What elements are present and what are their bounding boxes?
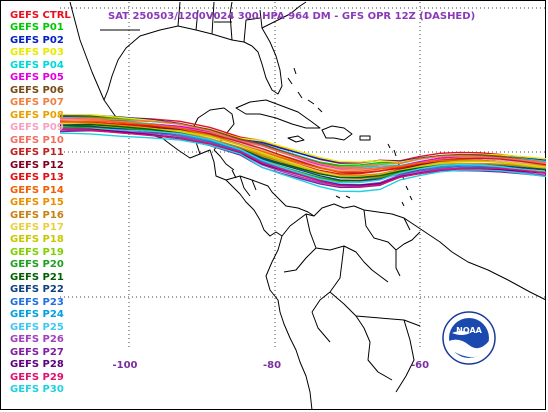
- legend-item: GEFS P20: [10, 259, 64, 271]
- legend-item: GEFS P25: [10, 321, 64, 333]
- sa-borders: [283, 209, 421, 393]
- legend-item: GEFS P06: [10, 84, 64, 96]
- jamaica: [287, 135, 305, 143]
- lon-label-minus60: -60: [410, 360, 430, 371]
- mexico-us-coast: [69, 1, 315, 217]
- central-america: [213, 149, 283, 237]
- legend-item: GEFS P16: [10, 209, 64, 221]
- contour-line: [59, 120, 547, 173]
- legend-item: GEFS P21: [10, 271, 64, 283]
- legend-item: GEFS P10: [10, 134, 64, 146]
- contour-line: [59, 128, 547, 188]
- south-america-west-coast: [265, 235, 313, 411]
- map-title: SAT 250503/1200V024 300 HPA 964 DM - GFS…: [108, 11, 476, 22]
- legend-item: GEFS P22: [10, 284, 64, 296]
- cuba: [235, 99, 321, 129]
- legend-item: GEFS P03: [10, 47, 64, 59]
- contour-line: [59, 132, 547, 193]
- south-america-coast: [281, 203, 547, 301]
- legend-item: GEFS P08: [10, 109, 64, 121]
- legend-item: GEFS P13: [10, 172, 64, 184]
- bahamas: [287, 67, 323, 113]
- us-east-coast: [261, 1, 307, 29]
- legend-item: GEFS P23: [10, 296, 64, 308]
- legend-item: GEFS P01: [10, 22, 64, 34]
- legend-item: GEFS P05: [10, 72, 64, 84]
- legend-item: GEFS P18: [10, 234, 64, 246]
- legend-item: GEFS P29: [10, 371, 64, 383]
- legend-item: GEFS P17: [10, 221, 64, 233]
- legend: GEFS CTRL GEFS P01 GEFS P02 GEFS P03 GEFS P0…: [10, 10, 71, 397]
- legend-item: GEFS P11: [10, 147, 64, 159]
- hispaniola: [321, 125, 353, 141]
- legend-item: GEFS P12: [10, 159, 64, 171]
- legend-item: GEFS P19: [10, 246, 64, 258]
- legend-item: GEFS P30: [10, 384, 64, 396]
- aruba-curacao: [335, 195, 405, 207]
- legend-item: GEFS P07: [10, 97, 64, 109]
- legend-item: GEFS P04: [10, 59, 64, 71]
- legend-item: GEFS P24: [10, 309, 64, 321]
- legend-item: GEFS P15: [10, 197, 64, 209]
- noaa-logo-text: NOAA: [456, 326, 482, 335]
- legend-item: GEFS P14: [10, 184, 64, 196]
- puerto-rico: [359, 135, 371, 141]
- graticule: [60, 2, 546, 350]
- state-borders: [100, 1, 261, 43]
- legend-item: GEFS P27: [10, 346, 64, 358]
- gulf-coast: [103, 25, 253, 101]
- legend-item: GEFS P09: [10, 122, 64, 134]
- legend-item: GEFS P26: [10, 334, 64, 346]
- noaa-logo: NOAA: [442, 311, 496, 365]
- ensemble-contours: [59, 113, 547, 193]
- lon-label-minus80: -80: [262, 360, 282, 371]
- florida: [251, 9, 283, 95]
- contour-line: [59, 128, 547, 184]
- legend-item: GEFS P28: [10, 359, 64, 371]
- legend-item: GEFS CTRL: [10, 10, 71, 21]
- lon-label-minus100: -100: [112, 360, 138, 371]
- legend-item: GEFS P02: [10, 34, 64, 46]
- coastlines: [69, 1, 547, 411]
